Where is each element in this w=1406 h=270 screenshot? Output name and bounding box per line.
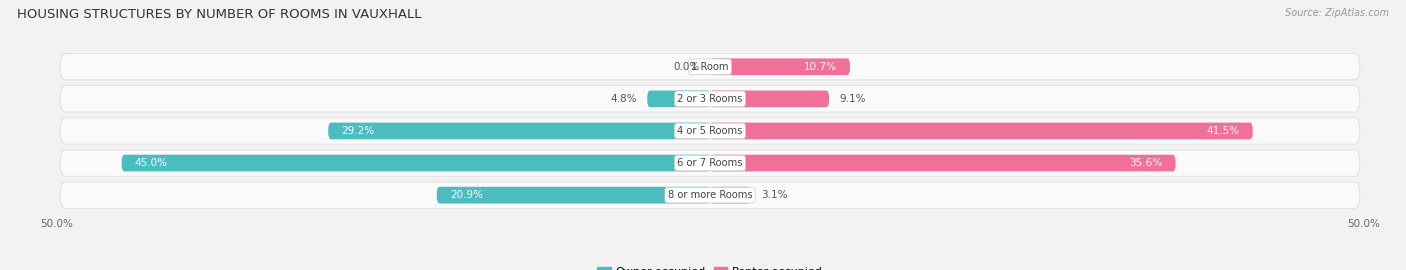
Text: 10.7%: 10.7% [804, 62, 837, 72]
Text: 1 Room: 1 Room [692, 62, 728, 72]
FancyBboxPatch shape [60, 118, 1360, 144]
Text: 9.1%: 9.1% [839, 94, 866, 104]
Text: 3.1%: 3.1% [761, 190, 787, 200]
FancyBboxPatch shape [710, 155, 1175, 171]
Text: Source: ZipAtlas.com: Source: ZipAtlas.com [1285, 8, 1389, 18]
Text: 2 or 3 Rooms: 2 or 3 Rooms [678, 94, 742, 104]
Text: 41.5%: 41.5% [1206, 126, 1240, 136]
FancyBboxPatch shape [60, 182, 1360, 208]
FancyBboxPatch shape [647, 90, 710, 107]
Text: 35.6%: 35.6% [1129, 158, 1163, 168]
FancyBboxPatch shape [710, 187, 751, 204]
FancyBboxPatch shape [437, 187, 710, 204]
FancyBboxPatch shape [122, 155, 710, 171]
Text: 45.0%: 45.0% [135, 158, 167, 168]
Text: 29.2%: 29.2% [342, 126, 374, 136]
FancyBboxPatch shape [328, 123, 710, 139]
FancyBboxPatch shape [710, 58, 851, 75]
FancyBboxPatch shape [710, 123, 1253, 139]
Text: HOUSING STRUCTURES BY NUMBER OF ROOMS IN VAUXHALL: HOUSING STRUCTURES BY NUMBER OF ROOMS IN… [17, 8, 422, 21]
Text: 0.0%: 0.0% [673, 62, 700, 72]
FancyBboxPatch shape [60, 54, 1360, 80]
Text: 4.8%: 4.8% [610, 94, 637, 104]
Text: 6 or 7 Rooms: 6 or 7 Rooms [678, 158, 742, 168]
FancyBboxPatch shape [710, 90, 830, 107]
Text: 8 or more Rooms: 8 or more Rooms [668, 190, 752, 200]
FancyBboxPatch shape [60, 86, 1360, 112]
Text: 20.9%: 20.9% [450, 190, 482, 200]
Text: 4 or 5 Rooms: 4 or 5 Rooms [678, 126, 742, 136]
Legend: Owner-occupied, Renter-occupied: Owner-occupied, Renter-occupied [593, 262, 827, 270]
FancyBboxPatch shape [60, 150, 1360, 176]
